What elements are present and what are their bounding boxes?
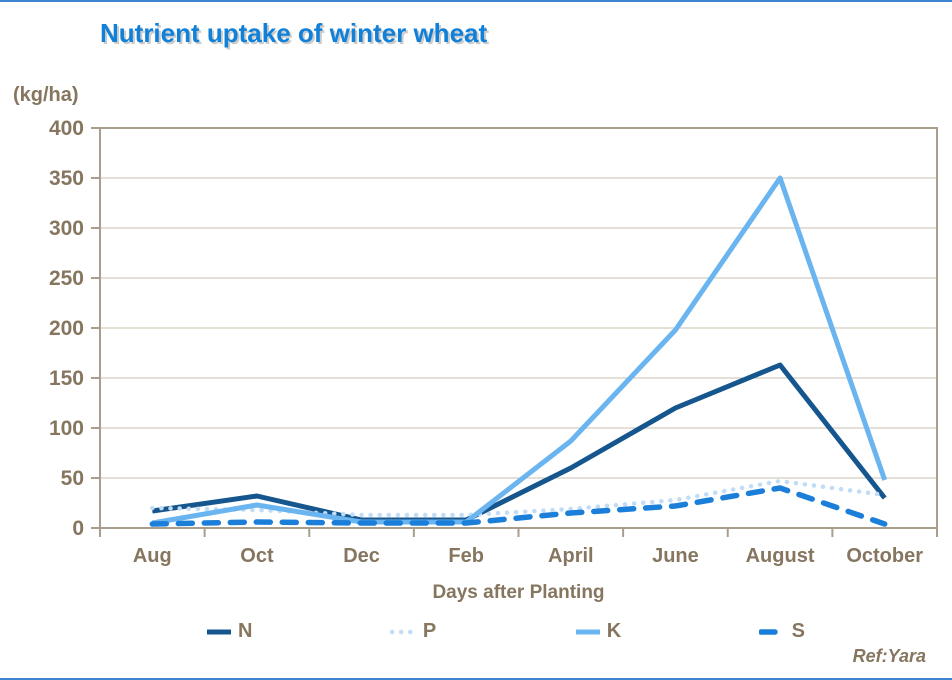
y-tick-label: 250 xyxy=(49,267,84,290)
legend-label-N: N xyxy=(238,620,253,642)
x-axis-title: Days after Planting xyxy=(432,582,605,603)
x-tick-label: August xyxy=(746,545,815,567)
bottom-border-line xyxy=(0,678,952,680)
legend-swatch-N xyxy=(207,629,231,634)
y-axis-unit-label: (kg/ha) xyxy=(13,84,79,106)
legend-swatch-P xyxy=(389,629,418,634)
y-tick-label: 400 xyxy=(49,117,84,140)
page-title: Nutrient uptake of winter wheat xyxy=(100,18,488,48)
series-line-K xyxy=(151,175,888,526)
y-tick-label: 150 xyxy=(49,367,84,390)
legend-item-P: P xyxy=(389,620,437,643)
legend-label-K: K xyxy=(606,620,622,642)
y-tick-label: 350 xyxy=(49,167,84,190)
y-tick-label: 50 xyxy=(61,467,84,490)
y-tick-label: 300 xyxy=(49,217,84,240)
y-tick-label: 200 xyxy=(49,317,84,340)
series-line-S xyxy=(149,485,888,527)
top-border-line xyxy=(0,0,952,2)
x-tick-label: Dec xyxy=(343,545,380,567)
legend-label-S: S xyxy=(791,620,805,642)
legend-item-N: N xyxy=(205,620,252,643)
legend-item-S: S xyxy=(758,620,805,643)
x-tick-label: April xyxy=(548,545,594,567)
legend-swatch-K xyxy=(575,629,600,634)
x-tick-label: Aug xyxy=(133,545,172,567)
x-tick-label: June xyxy=(652,545,699,567)
x-tick-label: Feb xyxy=(448,545,484,567)
legend-swatch-S xyxy=(758,628,778,635)
x-tick-label: October xyxy=(846,545,923,567)
legend-item-K: K xyxy=(574,620,621,643)
y-tick-label: 0 xyxy=(72,517,84,540)
legend-label-P: P xyxy=(422,620,437,642)
reference-note: Ref:Yara xyxy=(852,646,926,666)
series-line-N xyxy=(151,362,887,523)
y-tick-label: 100 xyxy=(49,417,84,440)
x-tick-label: Oct xyxy=(240,545,274,567)
